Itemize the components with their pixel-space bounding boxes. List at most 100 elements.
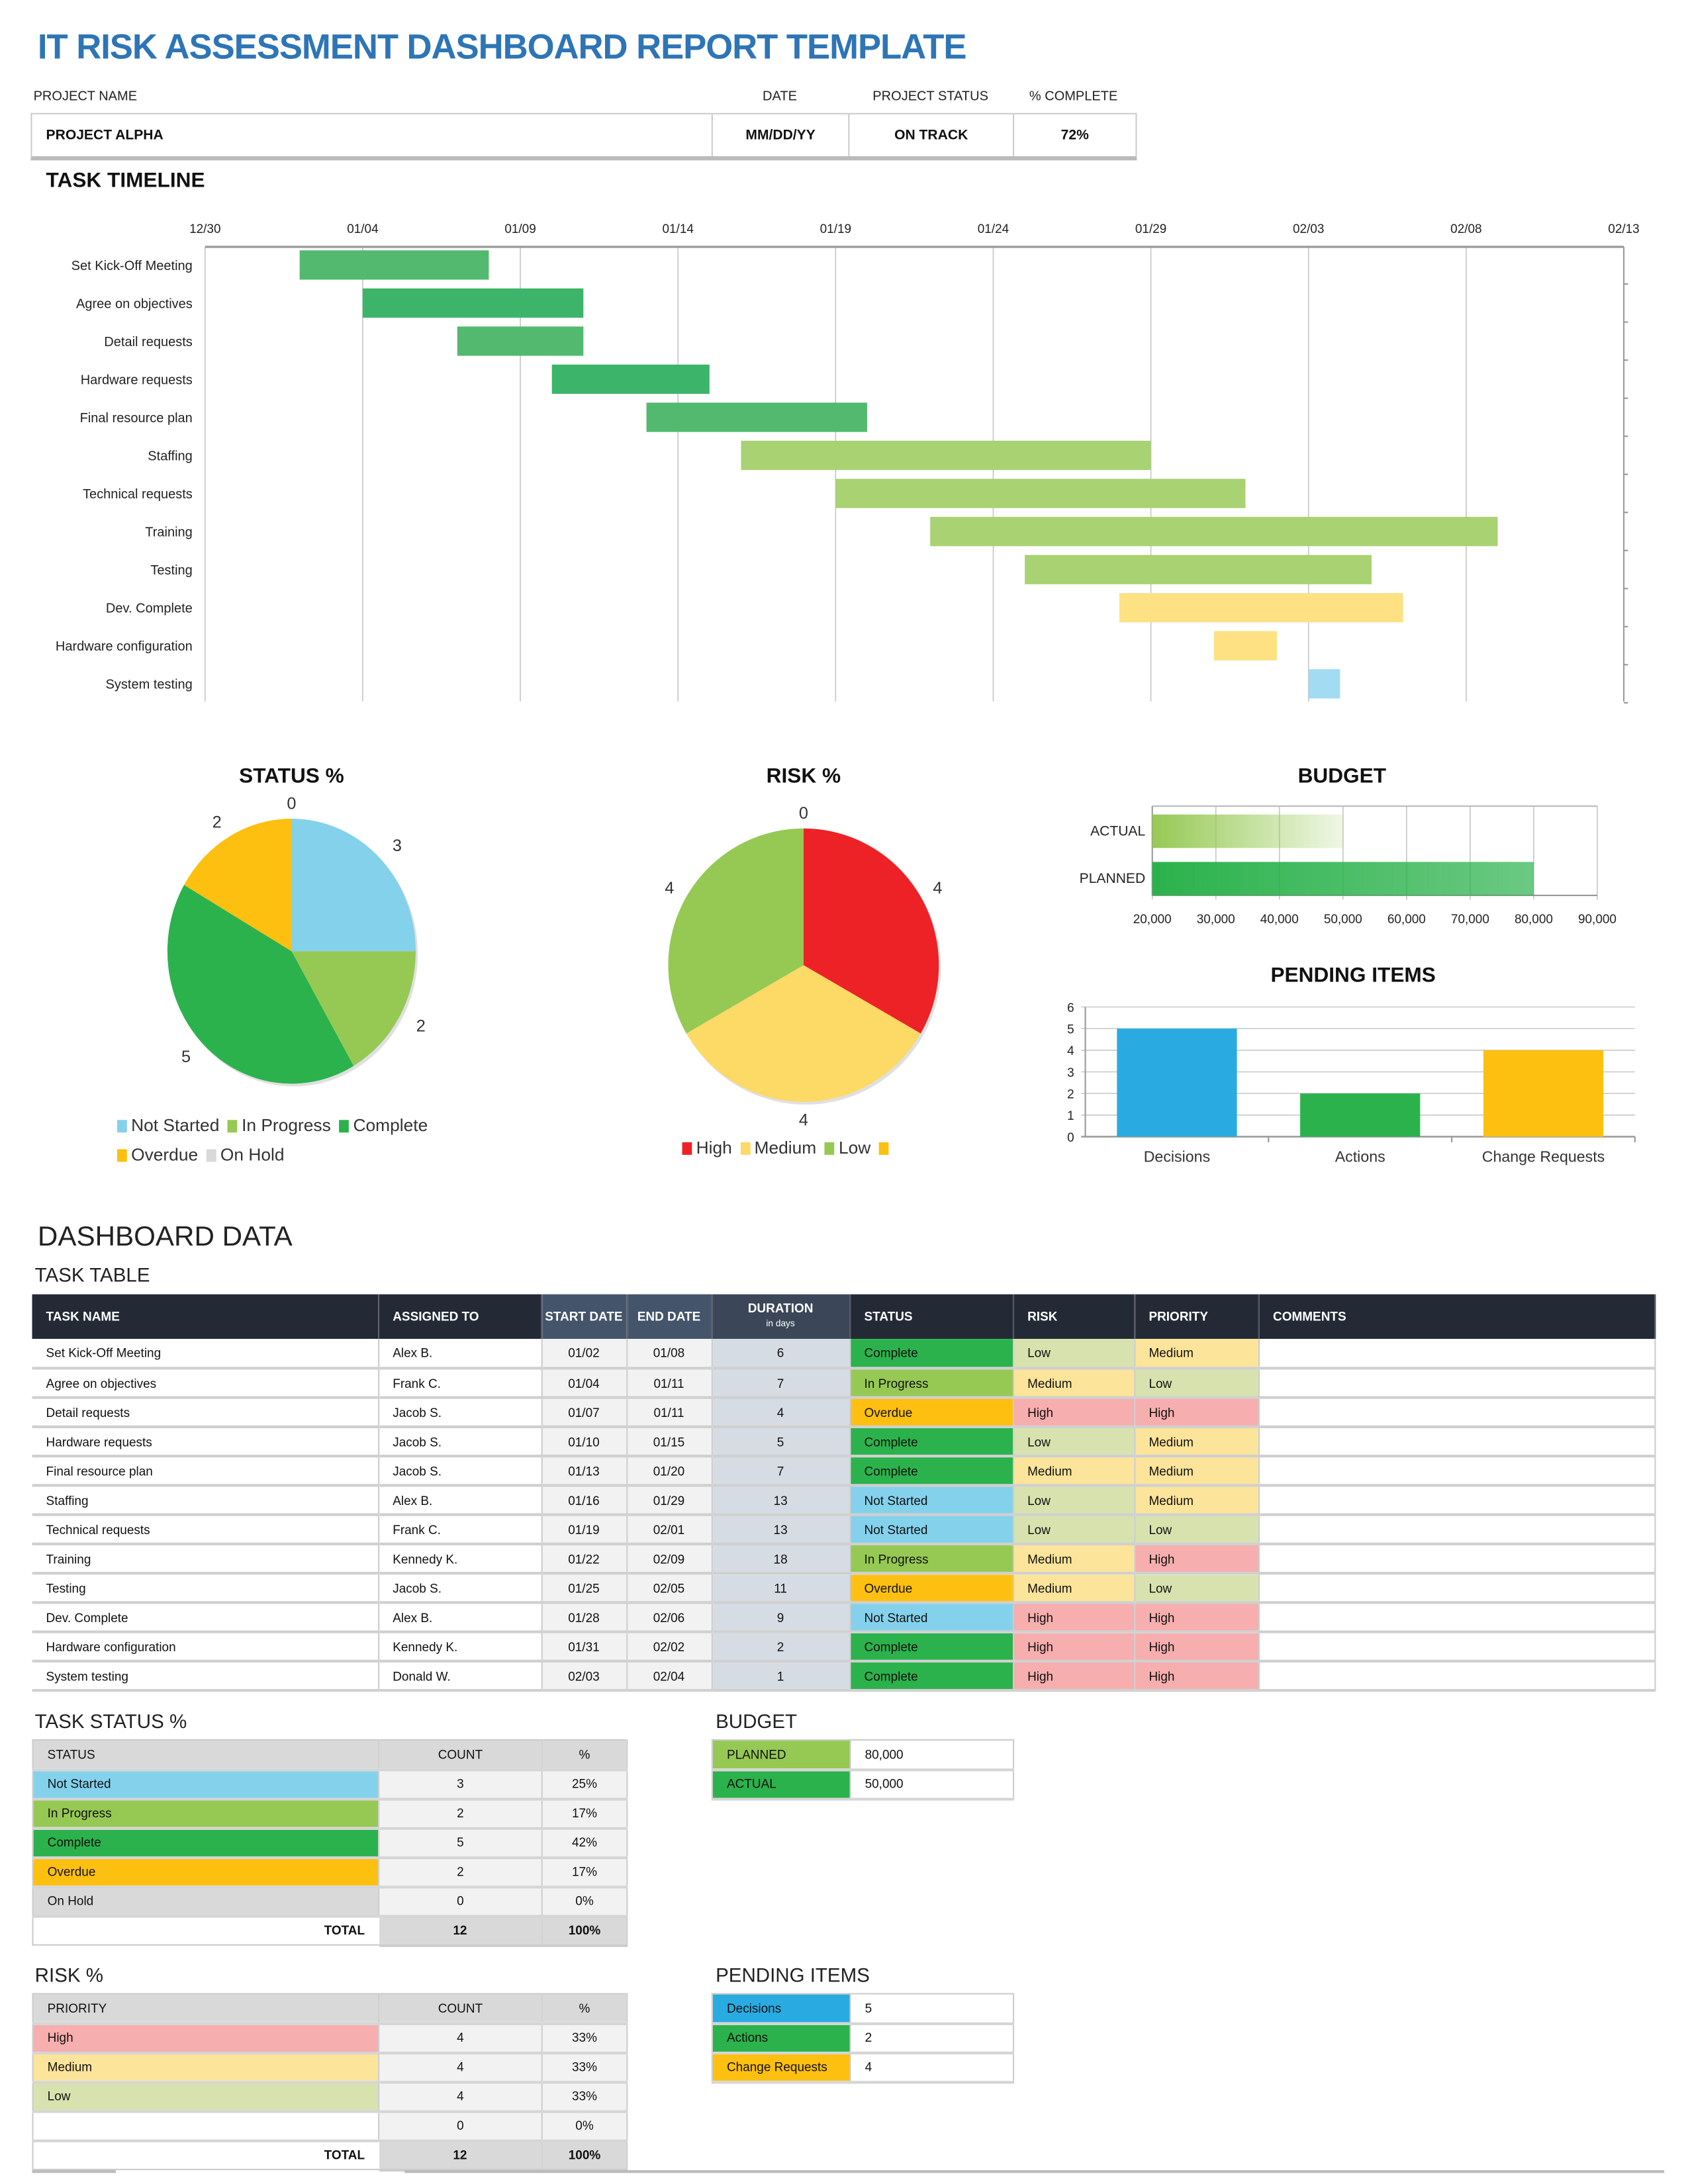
comments-cell[interactable]	[1258, 1514, 1656, 1545]
duration-cell[interactable]: 7	[711, 1368, 851, 1399]
assigned-to-cell[interactable]: Alex B.	[378, 1485, 542, 1516]
task-name-cell[interactable]: Final resource plan	[32, 1456, 379, 1487]
risk-cell[interactable]: Medium	[1012, 1456, 1135, 1487]
risk-cell[interactable]: Low	[1012, 1485, 1135, 1516]
value-cell[interactable]: 5	[849, 1993, 1015, 2025]
task-name-cell[interactable]: Training	[32, 1543, 379, 1575]
risk-cell[interactable]: Medium	[1012, 1573, 1135, 1604]
risk-cell[interactable]: Low	[1012, 1426, 1135, 1458]
assigned-to-cell[interactable]: Kennedy K.	[378, 1543, 542, 1575]
status-cell[interactable]: In Progress	[849, 1543, 1014, 1575]
status-cell[interactable]: Not Started	[849, 1602, 1014, 1633]
priority-cell[interactable]: Low	[1134, 1368, 1259, 1399]
task-name-cell[interactable]: Detail requests	[32, 1397, 379, 1428]
comments-cell[interactable]	[1258, 1368, 1656, 1399]
column-header-status[interactable]: STATUS	[849, 1294, 1014, 1340]
end-date-cell[interactable]: 01/20	[626, 1456, 712, 1487]
duration-cell[interactable]: 1	[711, 1661, 851, 1692]
value-cell[interactable]: 80,000	[849, 1739, 1015, 1771]
risk-cell[interactable]: High	[1012, 1397, 1135, 1428]
project-status-value[interactable]: ON TRACK	[849, 114, 1015, 157]
column-header-comments[interactable]: COMMENTS	[1258, 1294, 1656, 1340]
assigned-to-cell[interactable]: Kennedy K.	[378, 1631, 542, 1663]
task-name-cell[interactable]: Testing	[32, 1573, 379, 1604]
comments-cell[interactable]	[1258, 1397, 1656, 1428]
start-date-cell[interactable]: 01/31	[541, 1631, 628, 1663]
start-date-cell[interactable]: 01/02	[541, 1339, 628, 1370]
duration-cell[interactable]: 13	[711, 1485, 851, 1516]
end-date-cell[interactable]: 01/08	[626, 1339, 712, 1370]
assigned-to-cell[interactable]: Frank C.	[378, 1368, 542, 1399]
duration-cell[interactable]: 7	[711, 1456, 851, 1487]
comments-cell[interactable]	[1258, 1573, 1656, 1604]
duration-cell[interactable]: 6	[711, 1339, 851, 1370]
risk-cell[interactable]: High	[1012, 1631, 1135, 1663]
risk-cell[interactable]: Medium	[1012, 1543, 1135, 1575]
assigned-to-cell[interactable]: Jacob S.	[378, 1397, 542, 1428]
column-header-start-date[interactable]: START DATE	[541, 1294, 628, 1340]
status-cell[interactable]: Not Started	[849, 1514, 1014, 1545]
priority-cell[interactable]: High	[1134, 1397, 1259, 1428]
status-cell[interactable]: Overdue	[849, 1397, 1014, 1428]
risk-cell[interactable]: High	[1012, 1602, 1135, 1633]
priority-cell[interactable]: Medium	[1134, 1456, 1259, 1487]
end-date-cell[interactable]: 02/09	[626, 1543, 712, 1575]
priority-cell[interactable]: Low	[1134, 1514, 1259, 1545]
status-cell[interactable]: Complete	[849, 1456, 1014, 1487]
duration-cell[interactable]: 2	[711, 1631, 851, 1663]
comments-cell[interactable]	[1258, 1543, 1656, 1575]
priority-cell[interactable]: Medium	[1134, 1485, 1259, 1516]
end-date-cell[interactable]: 02/01	[626, 1514, 712, 1545]
task-name-cell[interactable]: Technical requests	[32, 1514, 379, 1545]
start-date-cell[interactable]: 01/28	[541, 1602, 628, 1633]
assigned-to-cell[interactable]: Jacob S.	[378, 1426, 542, 1458]
value-cell[interactable]: 50,000	[849, 1768, 1015, 1800]
status-cell[interactable]: In Progress	[849, 1368, 1014, 1399]
status-cell[interactable]: Overdue	[849, 1573, 1014, 1604]
priority-cell[interactable]: Medium	[1134, 1339, 1259, 1370]
end-date-cell[interactable]: 01/15	[626, 1426, 712, 1458]
start-date-cell[interactable]: 01/13	[541, 1456, 628, 1487]
risk-cell[interactable]: Low	[1012, 1339, 1135, 1370]
priority-cell[interactable]: Medium	[1134, 1426, 1259, 1458]
duration-cell[interactable]: 18	[711, 1543, 851, 1575]
comments-cell[interactable]	[1258, 1631, 1656, 1663]
task-name-cell[interactable]: Dev. Complete	[32, 1602, 379, 1633]
date-value[interactable]: MM/DD/YY	[713, 114, 850, 157]
comments-cell[interactable]	[1258, 1661, 1656, 1692]
risk-cell[interactable]: Low	[1012, 1514, 1135, 1545]
assigned-to-cell[interactable]: Alex B.	[378, 1602, 542, 1633]
priority-cell[interactable]: High	[1134, 1602, 1259, 1633]
comments-cell[interactable]	[1258, 1602, 1656, 1633]
assigned-to-cell[interactable]: Donald W.	[378, 1661, 542, 1692]
comments-cell[interactable]	[1258, 1456, 1656, 1487]
status-cell[interactable]: Complete	[849, 1661, 1014, 1692]
start-date-cell[interactable]: 01/07	[541, 1397, 628, 1428]
duration-cell[interactable]: 4	[711, 1397, 851, 1428]
priority-cell[interactable]: High	[1134, 1631, 1259, 1663]
status-cell[interactable]: Not Started	[849, 1485, 1014, 1516]
column-header-risk[interactable]: RISK	[1012, 1294, 1135, 1340]
start-date-cell[interactable]: 01/16	[541, 1485, 628, 1516]
value-cell[interactable]: 4	[849, 2051, 1015, 2083]
start-date-cell[interactable]: 02/03	[541, 1661, 628, 1692]
risk-cell[interactable]: High	[1012, 1661, 1135, 1692]
priority-cell[interactable]: Low	[1134, 1573, 1259, 1604]
end-date-cell[interactable]: 01/11	[626, 1397, 712, 1428]
end-date-cell[interactable]: 01/29	[626, 1485, 712, 1516]
start-date-cell[interactable]: 01/22	[541, 1543, 628, 1575]
end-date-cell[interactable]: 01/11	[626, 1368, 712, 1399]
comments-cell[interactable]	[1258, 1485, 1656, 1516]
end-date-cell[interactable]: 02/05	[626, 1573, 712, 1604]
column-header-priority[interactable]: PRIORITY	[1134, 1294, 1259, 1340]
assigned-to-cell[interactable]: Frank C.	[378, 1514, 542, 1545]
end-date-cell[interactable]: 02/04	[626, 1661, 712, 1692]
risk-cell[interactable]: Medium	[1012, 1368, 1135, 1399]
assigned-to-cell[interactable]: Alex B.	[378, 1339, 542, 1370]
task-name-cell[interactable]: Hardware configuration	[32, 1631, 379, 1663]
status-cell[interactable]: Complete	[849, 1631, 1014, 1663]
start-date-cell[interactable]: 01/04	[541, 1368, 628, 1399]
task-name-cell[interactable]: System testing	[32, 1661, 379, 1692]
assigned-to-cell[interactable]: Jacob S.	[378, 1573, 542, 1604]
task-name-cell[interactable]: Staffing	[32, 1485, 379, 1516]
